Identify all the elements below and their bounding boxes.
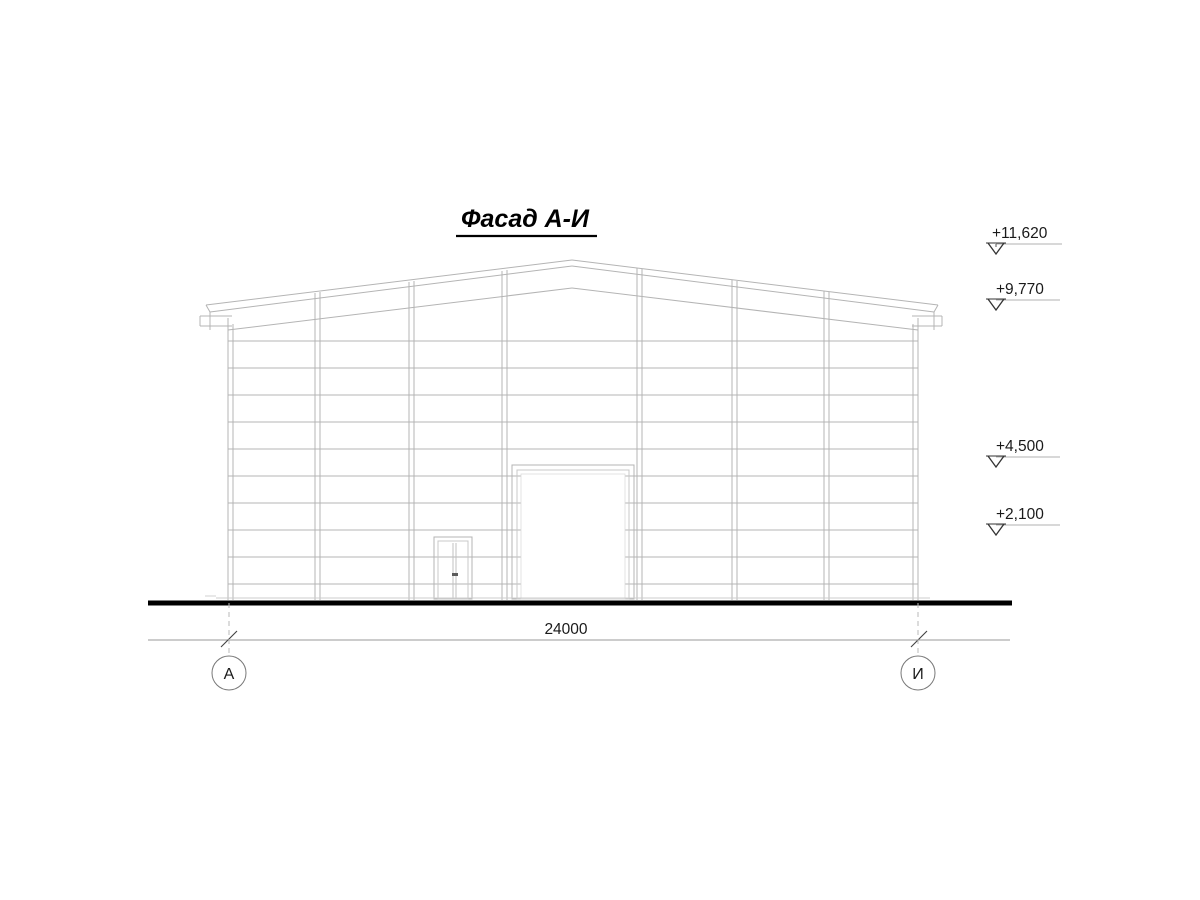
page-title: Фасад А-И xyxy=(461,205,590,233)
column-axis-A xyxy=(227,318,234,600)
wall-top-edge xyxy=(227,287,919,331)
grid-axis-A-group[interactable]: А xyxy=(211,603,247,691)
roof-slope-right-outer xyxy=(571,259,939,306)
elevation-marker: +4,500 xyxy=(986,438,1060,469)
roof-slope-right-inner xyxy=(571,265,935,313)
grid-bubble-circle xyxy=(900,655,936,691)
elevation-label: +11,620 xyxy=(992,225,1048,242)
column xyxy=(501,270,508,600)
roof-group xyxy=(199,259,943,330)
dimension-tick-right xyxy=(910,630,928,648)
elevation-arrow-icon xyxy=(987,455,1005,469)
elevation-arrow-icon xyxy=(987,298,1005,312)
elevation-marker: +11,620 xyxy=(986,225,1062,256)
dimension-label: 24000 xyxy=(544,621,587,638)
personnel-door[interactable] xyxy=(433,536,473,600)
roof-overhang-right xyxy=(912,315,943,327)
column-axis-I xyxy=(912,318,919,600)
plinth-base xyxy=(205,595,930,599)
elevation-arrow-icon xyxy=(987,523,1005,537)
gate[interactable] xyxy=(511,464,635,600)
roof-slope-left-outer xyxy=(205,259,573,306)
elevation-label: +2,100 xyxy=(996,506,1044,523)
elevation-arrow-icon xyxy=(987,242,1005,256)
gate-leaf xyxy=(520,473,626,600)
door-handle-icon xyxy=(452,573,458,576)
column xyxy=(731,280,738,600)
column xyxy=(314,292,321,600)
elevation-markers-group: +11,620 +9,770 +4,500 +2,100 xyxy=(986,225,1062,537)
grid-bubble-label: А xyxy=(224,666,235,683)
grid-bubble-label: И xyxy=(912,666,924,683)
elevation-label: +4,500 xyxy=(996,438,1044,455)
elevation-marker: +2,100 xyxy=(986,506,1060,537)
elevation-label: +9,770 xyxy=(996,281,1044,298)
roof-overhang-left xyxy=(199,315,232,327)
roof-eave-right-closure xyxy=(933,304,939,313)
roof-slope-left-inner xyxy=(209,265,573,313)
roof-eave-left-closure xyxy=(205,304,211,313)
drawing-title-group: Фасад А-И xyxy=(456,205,597,238)
column xyxy=(636,268,643,600)
column xyxy=(408,281,415,600)
grid-bubble-circle xyxy=(211,655,247,691)
dimension-24000: 24000 xyxy=(148,621,1010,648)
elevation-marker: +9,770 xyxy=(986,281,1060,312)
column xyxy=(823,291,830,600)
grid-axis-I-group[interactable]: И xyxy=(900,603,936,691)
wall-columns xyxy=(227,268,919,600)
